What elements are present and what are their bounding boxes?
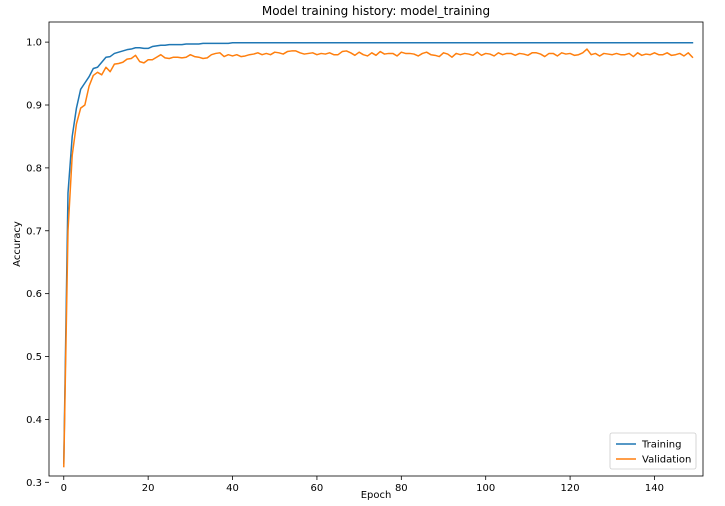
chart-title: Model training history: model_training: [262, 4, 490, 18]
x-tick-label: 120: [561, 483, 580, 494]
legend: Training Validation: [609, 432, 697, 470]
x-tick-label: 0: [61, 483, 67, 494]
y-tick-label: 0.3: [26, 478, 42, 489]
x-tick-label: 60: [311, 483, 324, 494]
y-tick-label: 0.6: [26, 289, 42, 300]
legend-label-validation: Validation: [642, 455, 691, 466]
series-line-validation: [63, 48, 694, 468]
legend-label-training: Training: [641, 440, 681, 451]
y-tick-label: 0.5: [26, 352, 42, 363]
y-tick-label: 1.0: [26, 38, 42, 49]
x-tick-label: 80: [395, 483, 408, 494]
series-line-training: [63, 42, 694, 465]
legend-box: [609, 432, 697, 470]
y-tick-label: 0.7: [26, 226, 42, 237]
y-tick-label: 0.4: [26, 415, 42, 426]
plot-area: 0 20 40 60 80 100 120 140 0.3 0.4 0.5 0.6 0.7 0.8 0.9 1…: [26, 21, 704, 494]
y-tick-label: 0.9: [26, 101, 42, 112]
plot-frame: [48, 21, 704, 477]
x-tick-label: 20: [142, 483, 155, 494]
x-tick-label: 100: [476, 483, 495, 494]
x-axis-title: Epoch: [361, 490, 392, 501]
y-axis-title: Accuracy: [12, 221, 23, 267]
x-tick-label: 140: [645, 483, 664, 494]
y-tick-label: 0.8: [26, 163, 42, 174]
x-tick-label: 40: [226, 483, 239, 494]
